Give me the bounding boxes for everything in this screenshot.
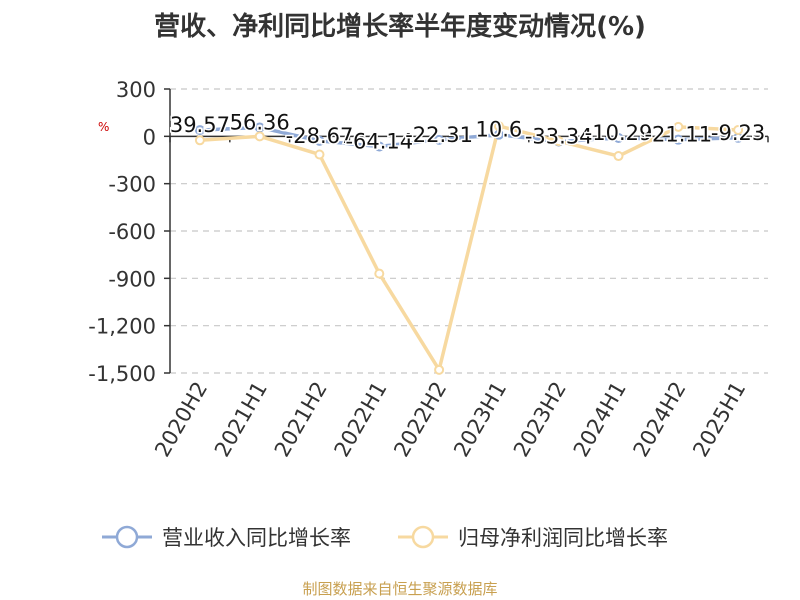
data-point-0 [434, 134, 445, 145]
data-point-1 [493, 121, 504, 132]
data-source-note: 制图数据来自恒生聚源数据库 [302, 580, 498, 598]
x-tick-label: 2024H1 [569, 378, 631, 462]
series-line-0 [199, 125, 739, 149]
data-point-1 [733, 125, 744, 136]
data-point-1 [434, 364, 445, 375]
data-point-0 [374, 141, 385, 152]
series-line-1 [199, 124, 739, 372]
chart-title: 营收、净利同比增长率半年度变动情况(%) [154, 12, 646, 42]
x-tick-label: 2021H1 [210, 378, 272, 462]
data-point-0 [613, 132, 624, 143]
y-tick-label: -900 [108, 267, 156, 291]
data-label: 39.57 [170, 113, 230, 137]
data-point-1 [374, 268, 385, 279]
x-tick-label: 2024H2 [629, 378, 691, 462]
data-point-1 [194, 135, 205, 146]
y-tick-label: -600 [108, 220, 156, 244]
line-chart: 300 0 -300 -600 -900 -1,200 -1,5002020H22021H1… [88, 78, 769, 462]
data-point-1 [254, 131, 265, 142]
data-point-1 [314, 149, 325, 160]
data-point-1 [613, 151, 624, 162]
data-point-1 [673, 121, 684, 132]
legend-marker-net-profit [398, 525, 448, 549]
x-tick-label: 2023H2 [509, 378, 571, 462]
data-label: 56.36 [230, 110, 290, 134]
data-label: -22.31 [405, 123, 473, 147]
y-tick-label: 0 [143, 125, 156, 149]
legend-label-revenue: 营业收入同比增长率 [162, 526, 351, 550]
data-label: -10.29 [585, 121, 653, 145]
y-axis-unit-label: % [98, 120, 110, 134]
data-label: -9.23 [711, 121, 765, 145]
data-label: -33.34 [525, 125, 593, 149]
x-tick-label: 2025H1 [688, 378, 750, 462]
x-tick-label: 2022H2 [389, 377, 451, 461]
y-tick-label: -300 [108, 173, 156, 197]
legend-label-net-profit: 归母净利润同比增长率 [458, 526, 668, 550]
data-label: 10.6 [476, 118, 523, 142]
data-point-0 [673, 134, 684, 145]
data-point-0 [194, 125, 205, 136]
x-tick-label: 2022H1 [330, 378, 392, 462]
data-label: -64.14 [345, 129, 413, 153]
x-tick-label: 2021H2 [270, 378, 332, 462]
data-label: -28.67 [286, 124, 354, 148]
legend-item-revenue[interactable]: 营业收入同比增长率 [102, 520, 351, 554]
y-tick-label: -1,500 [88, 362, 156, 386]
x-tick-label: 2020H2 [150, 378, 212, 462]
data-label: -21.11 [644, 123, 712, 147]
chart-legend: 营业收入同比增长率 归母净利润同比增长率 [0, 520, 800, 554]
x-tick-label: 2023H1 [449, 378, 511, 462]
legend-item-net-profit[interactable]: 归母净利润同比增长率 [398, 520, 668, 554]
y-tick-label: -1,200 [88, 315, 156, 339]
data-point-0 [314, 135, 325, 146]
y-tick-label: 300 [116, 78, 156, 102]
legend-marker-revenue [102, 525, 152, 549]
data-point-1 [553, 136, 564, 147]
